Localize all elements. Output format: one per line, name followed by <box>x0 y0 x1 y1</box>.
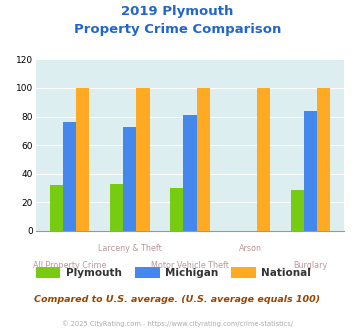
Bar <box>136 88 149 231</box>
Bar <box>257 88 270 231</box>
Text: National: National <box>261 268 311 278</box>
Text: 2019 Plymouth: 2019 Plymouth <box>121 5 234 18</box>
Bar <box>197 88 210 231</box>
Bar <box>50 185 63 231</box>
Bar <box>123 127 136 231</box>
Text: Arson: Arson <box>239 244 262 253</box>
Text: Motor Vehicle Theft: Motor Vehicle Theft <box>151 261 229 270</box>
Bar <box>110 184 123 231</box>
Text: All Property Crime: All Property Crime <box>33 261 106 270</box>
Bar <box>183 115 197 231</box>
Text: Plymouth: Plymouth <box>66 268 121 278</box>
Bar <box>170 188 183 231</box>
Text: Larceny & Theft: Larceny & Theft <box>98 244 162 253</box>
Text: Michigan: Michigan <box>165 268 218 278</box>
Text: Compared to U.S. average. (U.S. average equals 100): Compared to U.S. average. (U.S. average … <box>34 295 321 304</box>
Bar <box>76 88 89 231</box>
Bar <box>317 88 330 231</box>
Bar <box>63 122 76 231</box>
Text: Property Crime Comparison: Property Crime Comparison <box>74 23 281 36</box>
Text: Burglary: Burglary <box>293 261 328 270</box>
Bar <box>304 111 317 231</box>
Bar <box>290 189 304 231</box>
Text: © 2025 CityRating.com - https://www.cityrating.com/crime-statistics/: © 2025 CityRating.com - https://www.city… <box>62 320 293 327</box>
